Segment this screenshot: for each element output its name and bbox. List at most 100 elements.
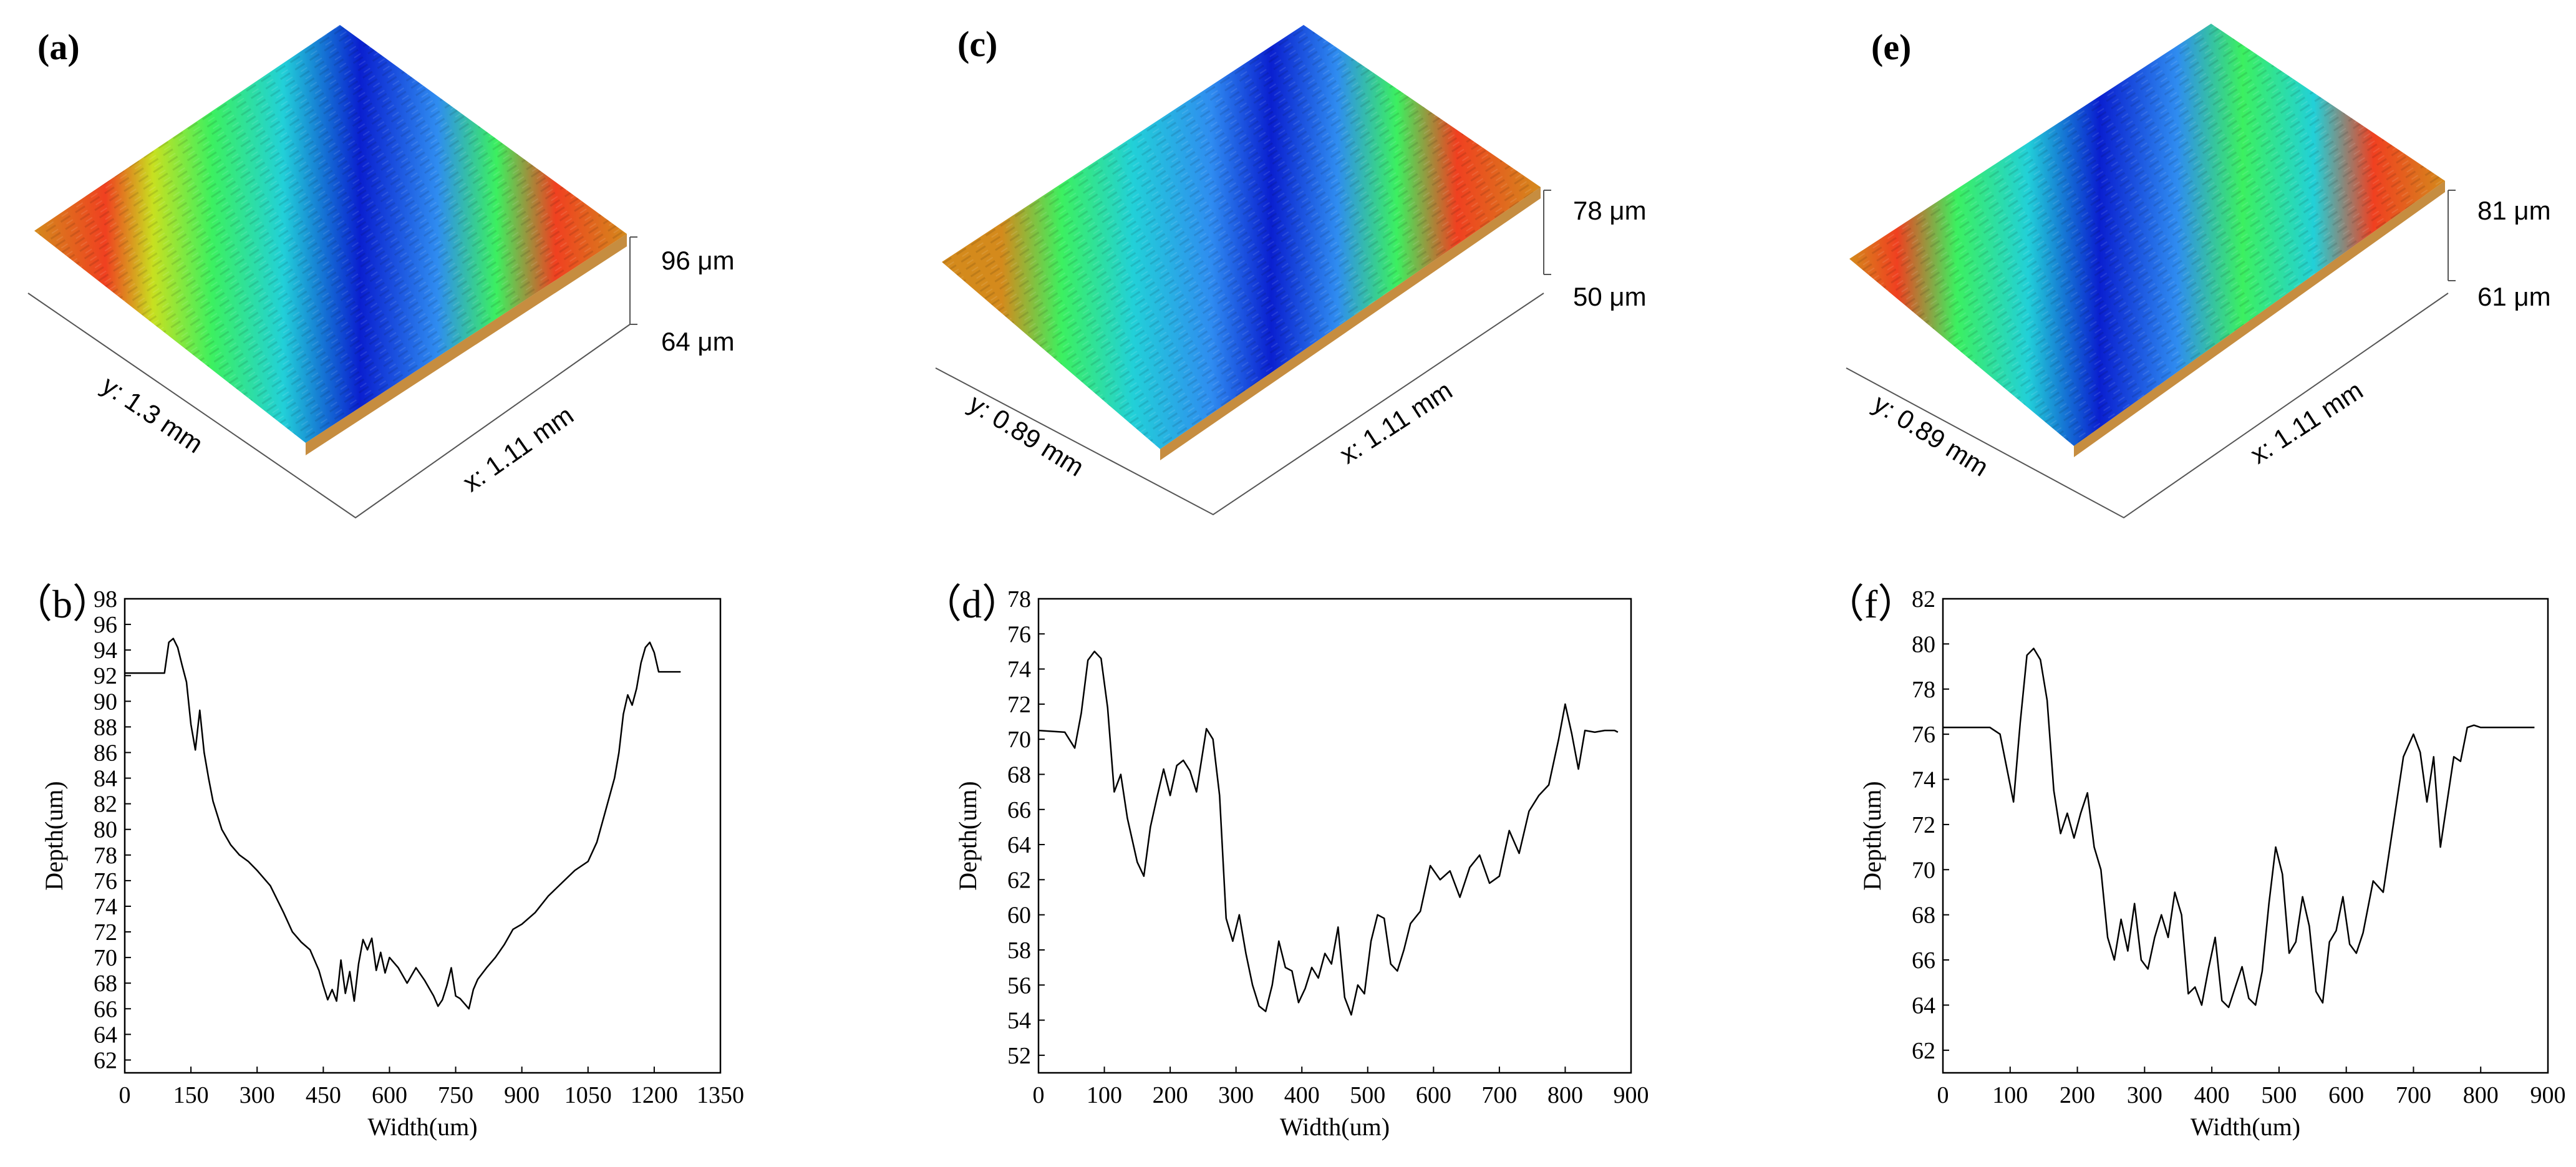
x-tick-label-d: 500 — [1350, 1082, 1385, 1108]
y-axis-label-e: y: 0.89 mm — [1868, 389, 1993, 482]
surface-a-front — [306, 234, 627, 455]
surface-e-front — [2074, 181, 2445, 457]
surface-c-texture — [942, 25, 1541, 449]
y-tick-label-b: 66 — [94, 996, 117, 1022]
y-tick-label-b: 96 — [94, 612, 117, 638]
x-tick-label-f: 0 — [1937, 1082, 1949, 1108]
y-tick-label-f: 68 — [1912, 903, 1935, 929]
y-tick-label-b: 82 — [94, 792, 117, 818]
x-axis-title-d: Width(um) — [1280, 1113, 1390, 1141]
panel-label-b: （b） — [12, 582, 112, 626]
y-tick-label-f: 82 — [1912, 586, 1935, 613]
x-tick-label-b: 0 — [119, 1082, 131, 1108]
panel-label-d: （d） — [922, 582, 1022, 626]
x-tick-label-b: 1350 — [697, 1082, 744, 1108]
y-tick-label-f: 66 — [1912, 947, 1935, 974]
y-tick-label-f: 78 — [1912, 677, 1935, 703]
x-tick-label-d: 700 — [1481, 1082, 1517, 1108]
line-panel-d: （d） 0 100 200 300 400 500 600 700 800 900 52 54 56 58 6… — [922, 582, 1649, 1141]
profile-line-d — [1038, 651, 1619, 1016]
surface-panel-a: (a) 96 μm 64 μm y: 1.3 mm x: 1.11 mm — [27, 25, 735, 519]
y-axis-title-d: Depth(um) — [954, 781, 982, 891]
line-panel-f: （f） 0 100 200 300 400 500 600 700 800 900 62 64 66 68 7… — [1824, 582, 2566, 1141]
y-tick-label-b: 62 — [94, 1047, 117, 1073]
y-tick-label-d: 70 — [1007, 727, 1031, 753]
surface-c-front — [1160, 187, 1541, 460]
x-tick-label-b: 1050 — [564, 1082, 612, 1108]
x-tick-label-b: 450 — [306, 1082, 341, 1108]
y-tick-label-b: 64 — [94, 1022, 117, 1048]
y-tick-label-b: 94 — [94, 637, 117, 664]
x-tick-label-b: 600 — [372, 1082, 407, 1108]
x-tick-label-d: 300 — [1218, 1082, 1254, 1108]
plot-frame-f — [1942, 598, 2549, 1074]
y-tick-label-f: 76 — [1912, 722, 1935, 748]
y-tick-label-b: 70 — [94, 945, 117, 971]
x-tick-label-f: 900 — [2530, 1082, 2566, 1108]
z-min-label-e: 61 μm — [2477, 282, 2551, 311]
y-tick-label-d: 54 — [1007, 1008, 1031, 1034]
y-tick-label-b: 80 — [94, 817, 117, 843]
x-tick-label-f: 100 — [1992, 1082, 2028, 1108]
x-tick-label-d: 400 — [1284, 1082, 1320, 1108]
x-axis-title-b: Width(um) — [367, 1113, 477, 1141]
plot-frame-b — [123, 598, 722, 1074]
z-max-label-c: 78 μm — [1573, 196, 1647, 225]
y-tick-label-b: 78 — [94, 843, 117, 869]
panel-label-f: （f） — [1824, 582, 1917, 626]
y-tick-label-b: 88 — [94, 714, 117, 740]
y-tick-label-d: 52 — [1007, 1043, 1031, 1069]
panel-label-e: (e) — [1871, 27, 1911, 67]
y-tick-label-b: 72 — [94, 919, 117, 946]
x-tick-label-f: 400 — [2194, 1082, 2230, 1108]
surface-e-texture — [1849, 24, 2445, 446]
surface-a-base — [27, 293, 631, 519]
y-axis-title-b: Depth(um) — [40, 781, 68, 891]
x-tick-label-f: 200 — [2060, 1082, 2095, 1108]
plot-frame-d — [1037, 598, 1632, 1074]
z-max-label-e: 81 μm — [2477, 196, 2551, 225]
y-tick-label-b: 76 — [94, 868, 117, 894]
x-tick-label-b: 150 — [173, 1082, 209, 1108]
y-tick-label-f: 70 — [1912, 857, 1935, 883]
y-tick-label-f: 64 — [1912, 992, 1935, 1019]
y-tick-label-b: 74 — [94, 894, 117, 920]
y-axis-label-a: y: 1.3 mm — [97, 370, 208, 458]
x-axis-label-e: x: 1.11 mm — [2245, 375, 2368, 470]
x-tick-label-b: 300 — [240, 1082, 275, 1108]
x-tick-label-f: 700 — [2396, 1082, 2431, 1108]
surface-a-texture — [34, 25, 627, 443]
y-tick-label-d: 56 — [1007, 972, 1031, 999]
x-tick-label-b: 750 — [438, 1082, 473, 1108]
profile-line-b — [125, 637, 681, 1010]
y-tick-label-d: 78 — [1007, 586, 1031, 613]
z-max-label-a: 96 μm — [661, 246, 735, 275]
x-tick-label-f: 600 — [2328, 1082, 2364, 1108]
y-tick-label-d: 68 — [1007, 762, 1031, 788]
y-tick-label-b: 90 — [94, 689, 117, 715]
surface-e-base — [1846, 293, 2449, 519]
profile-line-f — [1943, 647, 2535, 1009]
y-tick-label-b: 98 — [94, 586, 117, 613]
x-tick-label-d: 800 — [1547, 1082, 1583, 1108]
y-axis-label-c: y: 0.89 mm — [964, 389, 1089, 482]
y-tick-label-d: 60 — [1007, 903, 1031, 929]
x-tick-label-f: 300 — [2127, 1082, 2162, 1108]
y-tick-label-b: 84 — [94, 766, 117, 792]
z-min-label-a: 64 μm — [661, 327, 735, 356]
panel-label-a: (a) — [37, 27, 80, 67]
y-tick-label-f: 72 — [1912, 812, 1935, 838]
y-tick-label-d: 62 — [1007, 867, 1031, 893]
x-axis-title-f: Width(um) — [2191, 1113, 2300, 1141]
surface-c-base — [935, 293, 1544, 516]
y-tick-label-f: 62 — [1912, 1038, 1935, 1064]
y-tick-label-b: 86 — [94, 740, 117, 766]
x-axis-label-c: x: 1.11 mm — [1334, 375, 1457, 470]
x-tick-label-d: 200 — [1153, 1082, 1188, 1108]
y-tick-label-d: 72 — [1007, 692, 1031, 718]
x-axis-label-a: x: 1.11 mm — [457, 400, 579, 498]
z-min-label-c: 50 μm — [1573, 282, 1647, 311]
x-tick-label-d: 900 — [1614, 1082, 1649, 1108]
x-tick-label-b: 1200 — [631, 1082, 678, 1108]
